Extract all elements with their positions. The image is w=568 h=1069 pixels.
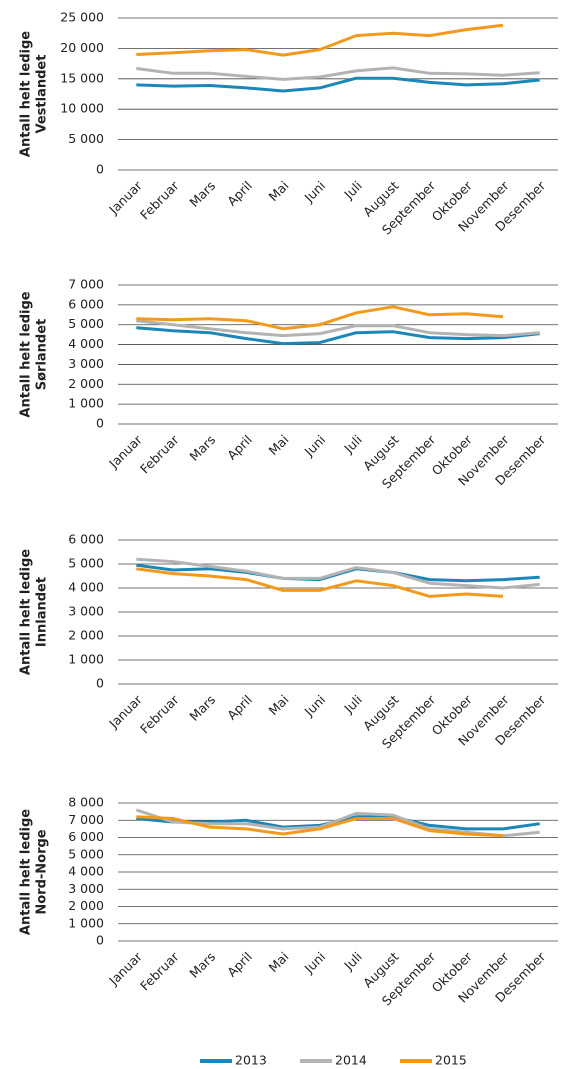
y-tick-label: 5 000 [68, 846, 104, 861]
x-tick-label: Juli [340, 178, 364, 202]
y-tick-label: 25 000 [60, 10, 104, 25]
y-tick-label: 7 000 [68, 812, 104, 827]
legend-label: 2015 [435, 1053, 467, 1068]
series-line [136, 567, 504, 598]
x-tick-label: Juni [301, 178, 329, 206]
y-tick-label: 5 000 [68, 556, 104, 571]
x-tick-label: Juni [301, 692, 329, 720]
legend-label: 2014 [335, 1053, 367, 1068]
y-tick-label: 6 000 [68, 829, 104, 844]
x-tick-label: April [224, 178, 255, 209]
x-tick-label: Juni [301, 432, 329, 460]
y-tick-label: 7 000 [68, 277, 104, 292]
y-tick-label: 2 000 [68, 376, 104, 391]
x-tick-label: April [224, 949, 255, 980]
x-tick-label: Mars [186, 432, 218, 464]
x-tick-label: Februar [137, 691, 182, 736]
x-tick-label: April [224, 432, 255, 463]
y-tick-label: 20 000 [60, 40, 104, 55]
y-tick-label: 5 000 [68, 316, 104, 331]
x-tick-label: Juli [340, 949, 364, 973]
x-tick-label: Februar [137, 948, 182, 993]
y-tick-label: 1 000 [68, 652, 104, 667]
y-axis-label: Antall helt ledige [19, 549, 34, 675]
y-tick-label: 4 000 [68, 336, 104, 351]
y-tick-label: 3 000 [68, 356, 104, 371]
y-axis-label: Vestlandet [35, 55, 50, 134]
y-axis-label: Antall helt ledige [19, 291, 34, 417]
y-tick-label: 5 000 [68, 131, 104, 146]
series-line [136, 23, 504, 57]
y-tick-label: 6 000 [68, 296, 104, 311]
y-tick-label: 0 [96, 933, 104, 948]
y-axis-label: Sørlandet [35, 319, 50, 391]
x-tick-label: Februar [137, 431, 182, 476]
x-tick-label: Februar [137, 177, 182, 222]
series-line [136, 326, 540, 346]
series-line [136, 815, 504, 838]
x-tick-label: Juni [301, 949, 329, 977]
y-tick-label: 0 [96, 416, 104, 431]
y-tick-label: 3 000 [68, 881, 104, 896]
x-tick-label: Mai [265, 692, 291, 718]
legend-label: 2013 [235, 1053, 267, 1068]
y-axis-label: Antall helt ledige [19, 809, 34, 935]
series-line [136, 319, 540, 338]
y-tick-label: 10 000 [60, 101, 104, 116]
series-line [136, 66, 540, 81]
x-tick-label: Juli [340, 692, 364, 716]
x-tick-label: Mai [265, 432, 291, 458]
series-line [136, 557, 540, 590]
series-line [136, 76, 540, 93]
legend: 2013 2014 2015 [200, 1053, 467, 1068]
x-tick-label: Mai [265, 949, 291, 975]
x-tick-label: Juli [340, 432, 364, 456]
y-axis-label: Innlandet [35, 577, 50, 647]
y-tick-label: 6 000 [68, 532, 104, 547]
y-tick-label: 4 000 [68, 864, 104, 879]
y-tick-label: 3 000 [68, 604, 104, 619]
y-axis-label: Antall helt ledige [19, 31, 34, 157]
y-tick-label: 4 000 [68, 580, 104, 595]
series-line [136, 305, 504, 331]
y-tick-label: 2 000 [68, 898, 104, 913]
y-tick-label: 0 [96, 162, 104, 177]
y-tick-label: 2 000 [68, 628, 104, 643]
y-tick-label: 8 000 [68, 795, 104, 810]
x-tick-label: Mars [186, 178, 218, 210]
y-tick-label: 1 000 [68, 396, 104, 411]
y-axis-label: Nord-Norge [35, 829, 50, 914]
y-tick-label: 15 000 [60, 70, 104, 85]
x-tick-label: Mars [186, 949, 218, 981]
x-tick-label: April [224, 692, 255, 723]
y-tick-label: 0 [96, 676, 104, 691]
x-tick-label: Mars [186, 692, 218, 724]
y-tick-label: 1 000 [68, 915, 104, 930]
x-tick-label: Mai [265, 178, 291, 204]
